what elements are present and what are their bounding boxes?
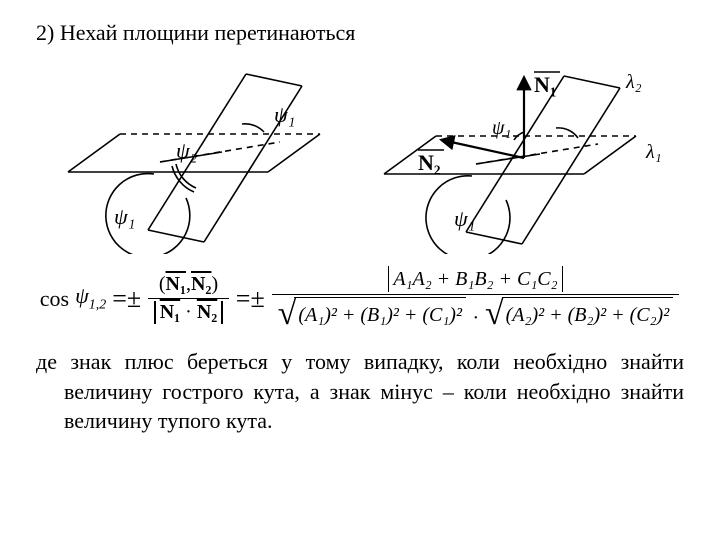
body-text-content: де знак плюс береться у тому випадку, ко…	[36, 347, 684, 436]
heading-text: 2) Нехай площини перетинаються	[36, 20, 684, 46]
den-n1: N₁	[160, 301, 180, 324]
figure-right: N₁ N₂ ψ₁ ψ₁ λ₁ λ₂	[364, 54, 684, 254]
den-dot: ·	[185, 301, 192, 323]
cos-text: cos	[40, 286, 69, 312]
frac-vectors: (N₁,N₂) N₁ · N₂	[148, 271, 229, 326]
label-n1: N₁	[534, 72, 556, 97]
rhs-den-factor1: (A₁)² + (B₁)² + (C₁)²	[294, 297, 466, 331]
formula-lhs: cosψ1,2 =± (N₁,N₂) N₁ · N₂ =±	[37, 271, 268, 326]
formula: cosψ1,2 =± (N₁,N₂) N₁ · N₂ =± A₁	[36, 264, 684, 333]
figures-row: ψ₁ ψ₂ ψ₁	[36, 54, 684, 254]
rhs-den-dot: ·	[473, 307, 478, 329]
eq-pm-1: =±	[112, 284, 141, 314]
body-paragraph: де знак плюс береться у тому випадку, ко…	[36, 347, 684, 436]
label-lambda2: λ₂	[625, 71, 642, 93]
num-n2: N₂	[191, 273, 211, 296]
label-psi2-left: ψ₂	[176, 138, 198, 163]
label-psi1-top-left: ψ₁	[274, 102, 295, 127]
figure-left-svg: ψ₁ ψ₂ ψ₁	[36, 54, 356, 254]
figure-left: ψ₁ ψ₂ ψ₁	[36, 54, 356, 254]
psi-index: 1,2	[89, 298, 107, 313]
label-lambda1: λ₁	[645, 141, 662, 163]
psi-symbol: ψ	[75, 283, 89, 308]
eq-pm-2: =±	[236, 284, 265, 314]
den-n2: N₂	[197, 301, 217, 324]
num-n1: N₁	[166, 273, 186, 296]
frac-expanded: A₁A₂ + B₁B₂ + C₁C₂ √ (A₁)² + (B₁)² + (C₁…	[272, 264, 680, 333]
formula-rhs: A₁A₂ + B₁B₂ + C₁C₂ √ (A₁)² + (B₁)² + (C₁…	[268, 264, 684, 333]
label-psi1-bottom-left: ψ₁	[114, 204, 135, 229]
rhs-den-factor2: (A₂)² + (B₂)² + (C₂)²	[502, 297, 674, 331]
figure-right-svg: N₁ N₂ ψ₁ ψ₁ λ₁ λ₂	[364, 54, 684, 254]
page-root: 2) Нехай площини перетинаються	[0, 0, 720, 540]
label-psi1-bottom-right: ψ₁	[454, 206, 475, 231]
label-psi1-top-right: ψ₁	[492, 117, 511, 139]
rhs-numerator: A₁A₂ + B₁B₂ + C₁C₂	[393, 268, 557, 291]
label-n2: N₂	[418, 150, 441, 175]
